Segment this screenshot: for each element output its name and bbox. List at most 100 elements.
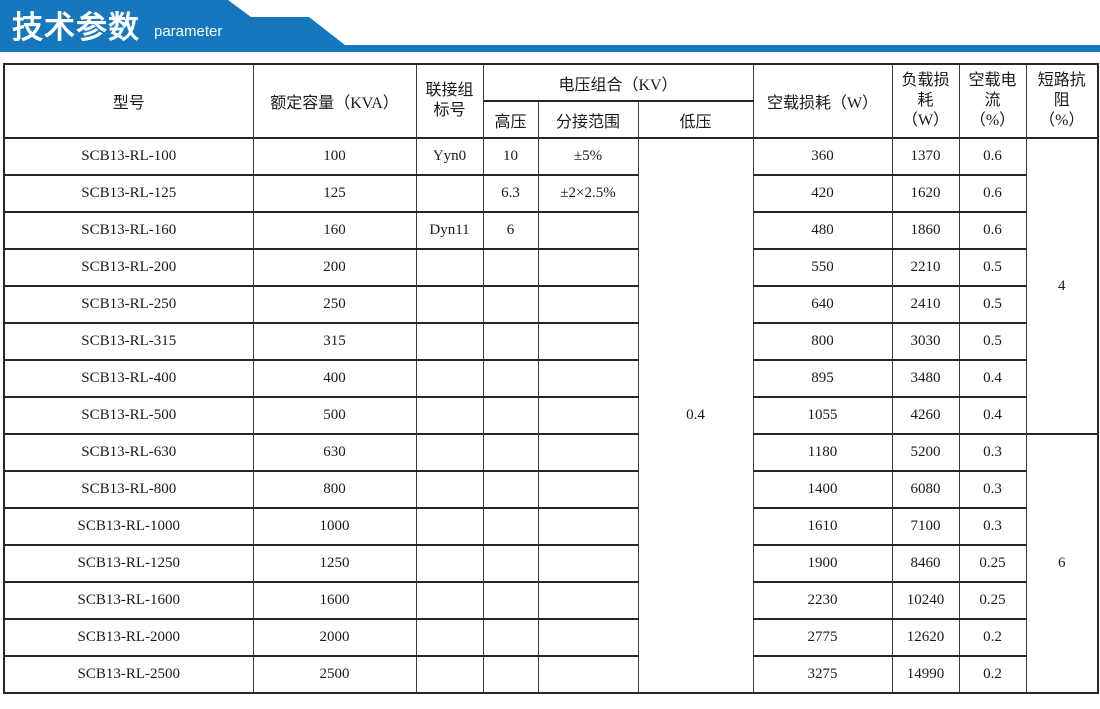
cell-no-load-loss: 2230 — [752, 581, 893, 620]
header-row-2: 高压 分接范围 低压 — [4, 100, 1098, 139]
section-subtitle: parameter — [154, 22, 223, 40]
cell-tap — [537, 433, 639, 472]
cell-tap — [537, 396, 639, 435]
cell-model: SCB13-RL-2500 — [3, 655, 254, 694]
cell-load-loss: 2410 — [891, 285, 960, 324]
cell-hv — [482, 544, 539, 583]
table-row: SCB13-RL-1600 1600 2230 10240 0.25 — [3, 581, 1098, 620]
cell-model: SCB13-RL-315 — [3, 322, 254, 361]
table-row: SCB13-RL-630 630 1180 5200 0.3 6 — [3, 433, 1099, 694]
banner-ribbon-shape — [0, 0, 1100, 52]
cell-load-loss: 10240 — [891, 581, 960, 620]
cell-hv — [482, 248, 539, 287]
cell-load-loss: 7100 — [891, 507, 960, 546]
cell-tap: ±5% — [537, 137, 639, 176]
table-row: SCB13-RL-315 315 800 3030 0.5 — [3, 322, 1098, 361]
cell-load-loss: 2210 — [891, 248, 960, 287]
cell-no-load-loss: 895 — [752, 359, 893, 398]
cell-no-load-current: 0.2 — [958, 655, 1027, 694]
cell-tap — [537, 285, 639, 324]
cell-capacity: 200 — [252, 248, 417, 287]
cell-load-loss: 12620 — [891, 618, 960, 657]
cell-model: SCB13-RL-2000 — [3, 618, 254, 657]
cell-no-load-loss: 640 — [752, 285, 893, 324]
cell-no-load-current: 0.3 — [958, 433, 1027, 472]
col-header-voltage-group: 电压组合（KV） — [482, 63, 754, 102]
section-banner: 技术参数 parameter — [0, 0, 1100, 52]
cell-no-load-current: 0.25 — [958, 581, 1027, 620]
cell-tap — [537, 618, 639, 657]
cell-connection: Dyn11 — [415, 211, 484, 250]
cell-no-load-loss: 1900 — [752, 544, 893, 583]
cell-capacity: 630 — [252, 433, 417, 472]
cell-no-load-loss: 800 — [752, 322, 893, 361]
cell-capacity: 100 — [252, 137, 417, 176]
cell-no-load-loss: 1610 — [752, 507, 893, 546]
col-header-load-loss: 负载损 耗 （W） — [891, 63, 960, 139]
cell-connection — [415, 396, 484, 435]
cell-model: SCB13-RL-630 — [3, 433, 254, 472]
cell-no-load-loss: 1055 — [752, 396, 893, 435]
parameters-table: 型号 额定容量（KVA） 联接组 标号 电压组合（KV） 空载损耗（W） 负载损… — [3, 63, 1099, 694]
cell-capacity: 800 — [252, 470, 417, 509]
col-header-impedance: 短路抗 阻 （%） — [1025, 63, 1099, 139]
col-header-hv: 高压 — [482, 100, 539, 139]
cell-load-loss: 3030 — [891, 322, 960, 361]
cell-impedance-merged-group2: 6 — [1025, 433, 1099, 694]
col-header-capacity: 额定容量（KVA） — [252, 63, 417, 139]
cell-load-loss: 1620 — [891, 174, 960, 213]
cell-no-load-current: 0.5 — [958, 248, 1027, 287]
cell-no-load-loss: 550 — [752, 248, 893, 287]
cell-model: SCB13-RL-200 — [3, 248, 254, 287]
cell-hv — [482, 618, 539, 657]
cell-load-loss: 14990 — [891, 655, 960, 694]
cell-no-load-loss: 1400 — [752, 470, 893, 509]
cell-capacity: 2000 — [252, 618, 417, 657]
cell-model: SCB13-RL-100 — [3, 137, 254, 176]
cell-tap — [537, 655, 639, 694]
cell-hv — [482, 285, 539, 324]
cell-hv — [482, 655, 539, 694]
table-row: SCB13-RL-400 400 895 3480 0.4 — [3, 359, 1098, 398]
cell-no-load-current: 0.3 — [958, 507, 1027, 546]
cell-capacity: 500 — [252, 396, 417, 435]
cell-no-load-current: 0.5 — [958, 322, 1027, 361]
cell-hv — [482, 470, 539, 509]
cell-no-load-current: 0.5 — [958, 285, 1027, 324]
cell-tap — [537, 211, 639, 250]
table-row: SCB13-RL-250 250 640 2410 0.5 — [3, 285, 1098, 324]
cell-model: SCB13-RL-160 — [3, 211, 254, 250]
cell-connection — [415, 544, 484, 583]
cell-load-loss: 8460 — [891, 544, 960, 583]
cell-hv — [482, 581, 539, 620]
section-title: 技术参数 — [12, 9, 140, 45]
cell-no-load-loss: 1180 — [752, 433, 893, 472]
cell-no-load-current: 0.6 — [958, 211, 1027, 250]
cell-model: SCB13-RL-500 — [3, 396, 254, 435]
cell-no-load-current: 0.6 — [958, 137, 1027, 176]
cell-hv — [482, 322, 539, 361]
col-header-no-load-loss: 空载损耗（W） — [752, 63, 893, 139]
cell-connection: Yyn0 — [415, 137, 484, 176]
cell-connection — [415, 174, 484, 213]
cell-load-loss: 1370 — [891, 137, 960, 176]
cell-capacity: 400 — [252, 359, 417, 398]
cell-hv — [482, 396, 539, 435]
cell-capacity: 1600 — [252, 581, 417, 620]
cell-load-loss: 4260 — [891, 396, 960, 435]
cell-tap — [537, 322, 639, 361]
cell-no-load-current: 0.3 — [958, 470, 1027, 509]
cell-no-load-loss: 480 — [752, 211, 893, 250]
cell-capacity: 2500 — [252, 655, 417, 694]
cell-connection — [415, 507, 484, 546]
cell-hv: 6.3 — [482, 174, 539, 213]
cell-capacity: 250 — [252, 285, 417, 324]
cell-model: SCB13-RL-400 — [3, 359, 254, 398]
cell-model: SCB13-RL-1000 — [3, 507, 254, 546]
cell-capacity: 315 — [252, 322, 417, 361]
cell-capacity: 1000 — [252, 507, 417, 546]
cell-model: SCB13-RL-125 — [3, 174, 254, 213]
cell-no-load-current: 0.4 — [958, 396, 1027, 435]
cell-hv — [482, 433, 539, 472]
cell-model: SCB13-RL-800 — [3, 470, 254, 509]
